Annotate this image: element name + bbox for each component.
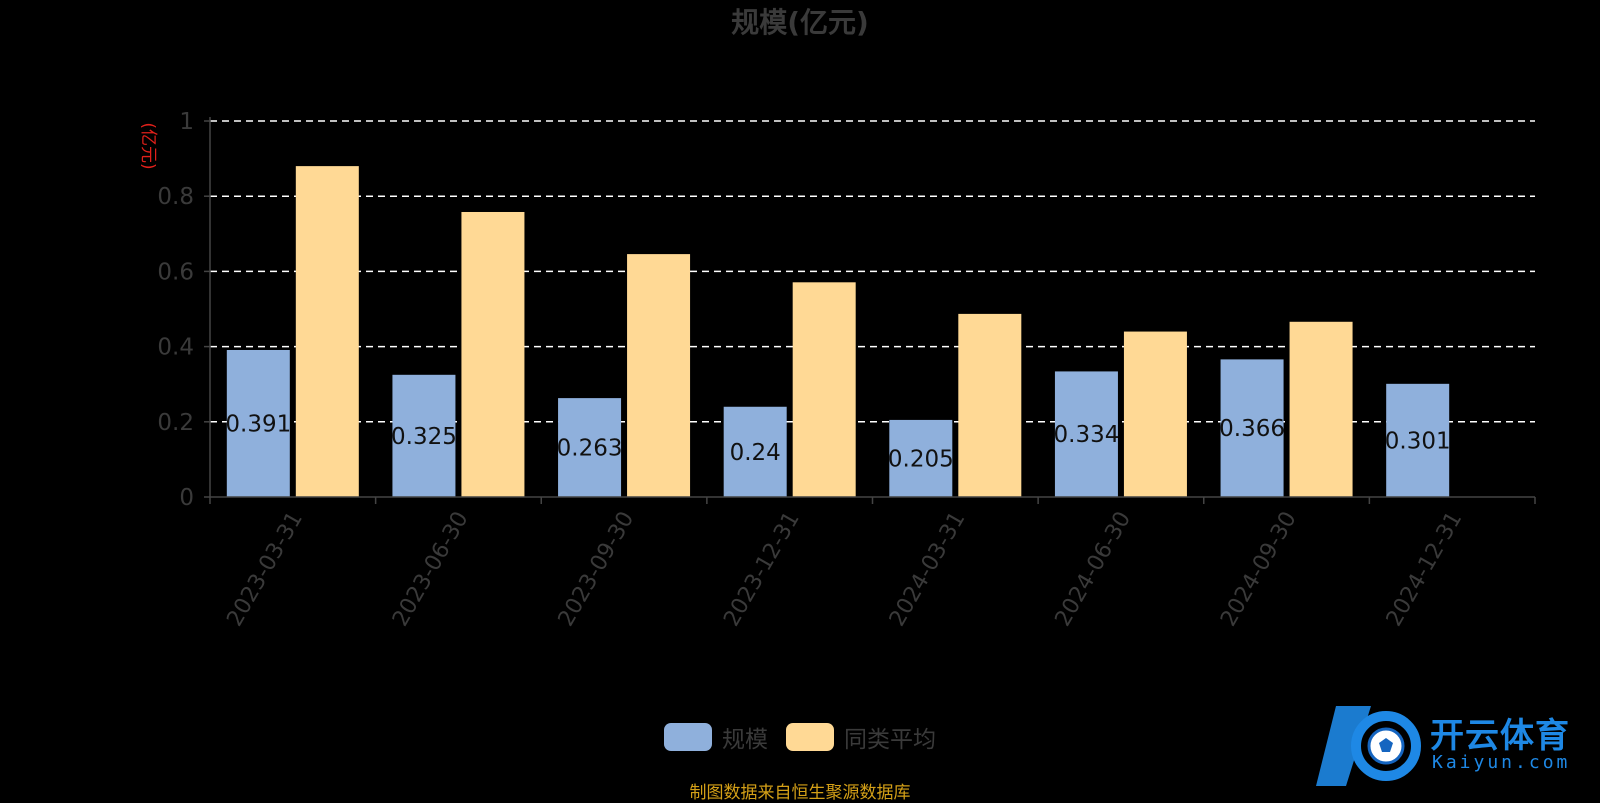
y-tick-label: 0	[179, 485, 194, 511]
x-tick-label: 2024-03-31	[885, 508, 971, 631]
bar-scale	[226, 349, 290, 497]
y-tick-label: 0.6	[157, 259, 194, 285]
legend-item-scale[interactable]: 规模	[664, 720, 768, 754]
x-tick-label: 2024-12-31	[1382, 508, 1468, 631]
legend-swatch-scale	[664, 723, 712, 751]
bar-scale	[1220, 359, 1284, 497]
bar-peer-average	[792, 282, 856, 497]
chart-title: 规模(亿元)	[731, 6, 869, 39]
soccer-ball-icon	[1316, 706, 1421, 786]
watermark-text: 开云体育	[1430, 716, 1570, 756]
bar-scale	[723, 406, 787, 497]
legend-label-peer-average: 同类平均	[844, 727, 936, 753]
bar-value-label: 0.205	[888, 446, 954, 472]
x-tick-label: 2024-09-30	[1216, 508, 1302, 631]
bar-value-label: 0.24	[730, 440, 781, 466]
bar-value-label: 0.334	[1054, 422, 1120, 448]
bar-scale	[889, 419, 953, 497]
legend-item-peer-average[interactable]: 同类平均	[786, 720, 936, 754]
x-tick-label: 2023-12-31	[719, 508, 805, 631]
bar-peer-average	[958, 313, 1022, 497]
x-tick-label: 2024-06-30	[1051, 508, 1137, 631]
bar-value-label: 0.366	[1219, 416, 1285, 442]
bar-peer-average	[1123, 331, 1187, 497]
bar-peer-average	[461, 211, 525, 497]
bar-scale	[558, 398, 622, 497]
bar-peer-average	[295, 166, 359, 497]
y-tick-label: 0.4	[157, 335, 194, 361]
legend-swatch-peer-average	[786, 723, 834, 751]
legend: 规模 同类平均	[0, 720, 1600, 754]
y-tick-label: 1	[179, 109, 194, 135]
bar-peer-average	[1289, 321, 1353, 497]
bar-peer-average	[627, 254, 691, 497]
bars: 0.391 0.325 0.263 0.24 0.205 0.334 0.366 0.301	[225, 166, 1451, 497]
bar-scale	[392, 374, 456, 497]
bar-scale	[1054, 371, 1118, 497]
x-tick-label: 2023-03-31	[222, 508, 308, 631]
bar-scale	[1386, 383, 1450, 497]
y-tick-label: 0.2	[157, 410, 194, 436]
bar-value-label: 0.325	[391, 424, 457, 450]
data-source-note: 制图数据来自恒生聚源数据库	[689, 783, 911, 803]
x-tick-label: 2023-09-30	[554, 508, 640, 631]
x-tick-label: 2023-06-30	[388, 508, 474, 631]
watermark-subtext: Kaiyun.com	[1432, 752, 1571, 773]
watermark-logo: 开云体育 Kaiyun.com	[1316, 696, 1596, 796]
bar-value-label: 0.391	[225, 411, 291, 437]
legend-label-scale: 规模	[722, 727, 768, 753]
bar-value-label: 0.263	[557, 436, 623, 462]
y-tick-label: 0.8	[157, 184, 194, 210]
bar-value-label: 0.301	[1385, 428, 1451, 454]
y-axis-label: (亿元)	[138, 122, 158, 169]
